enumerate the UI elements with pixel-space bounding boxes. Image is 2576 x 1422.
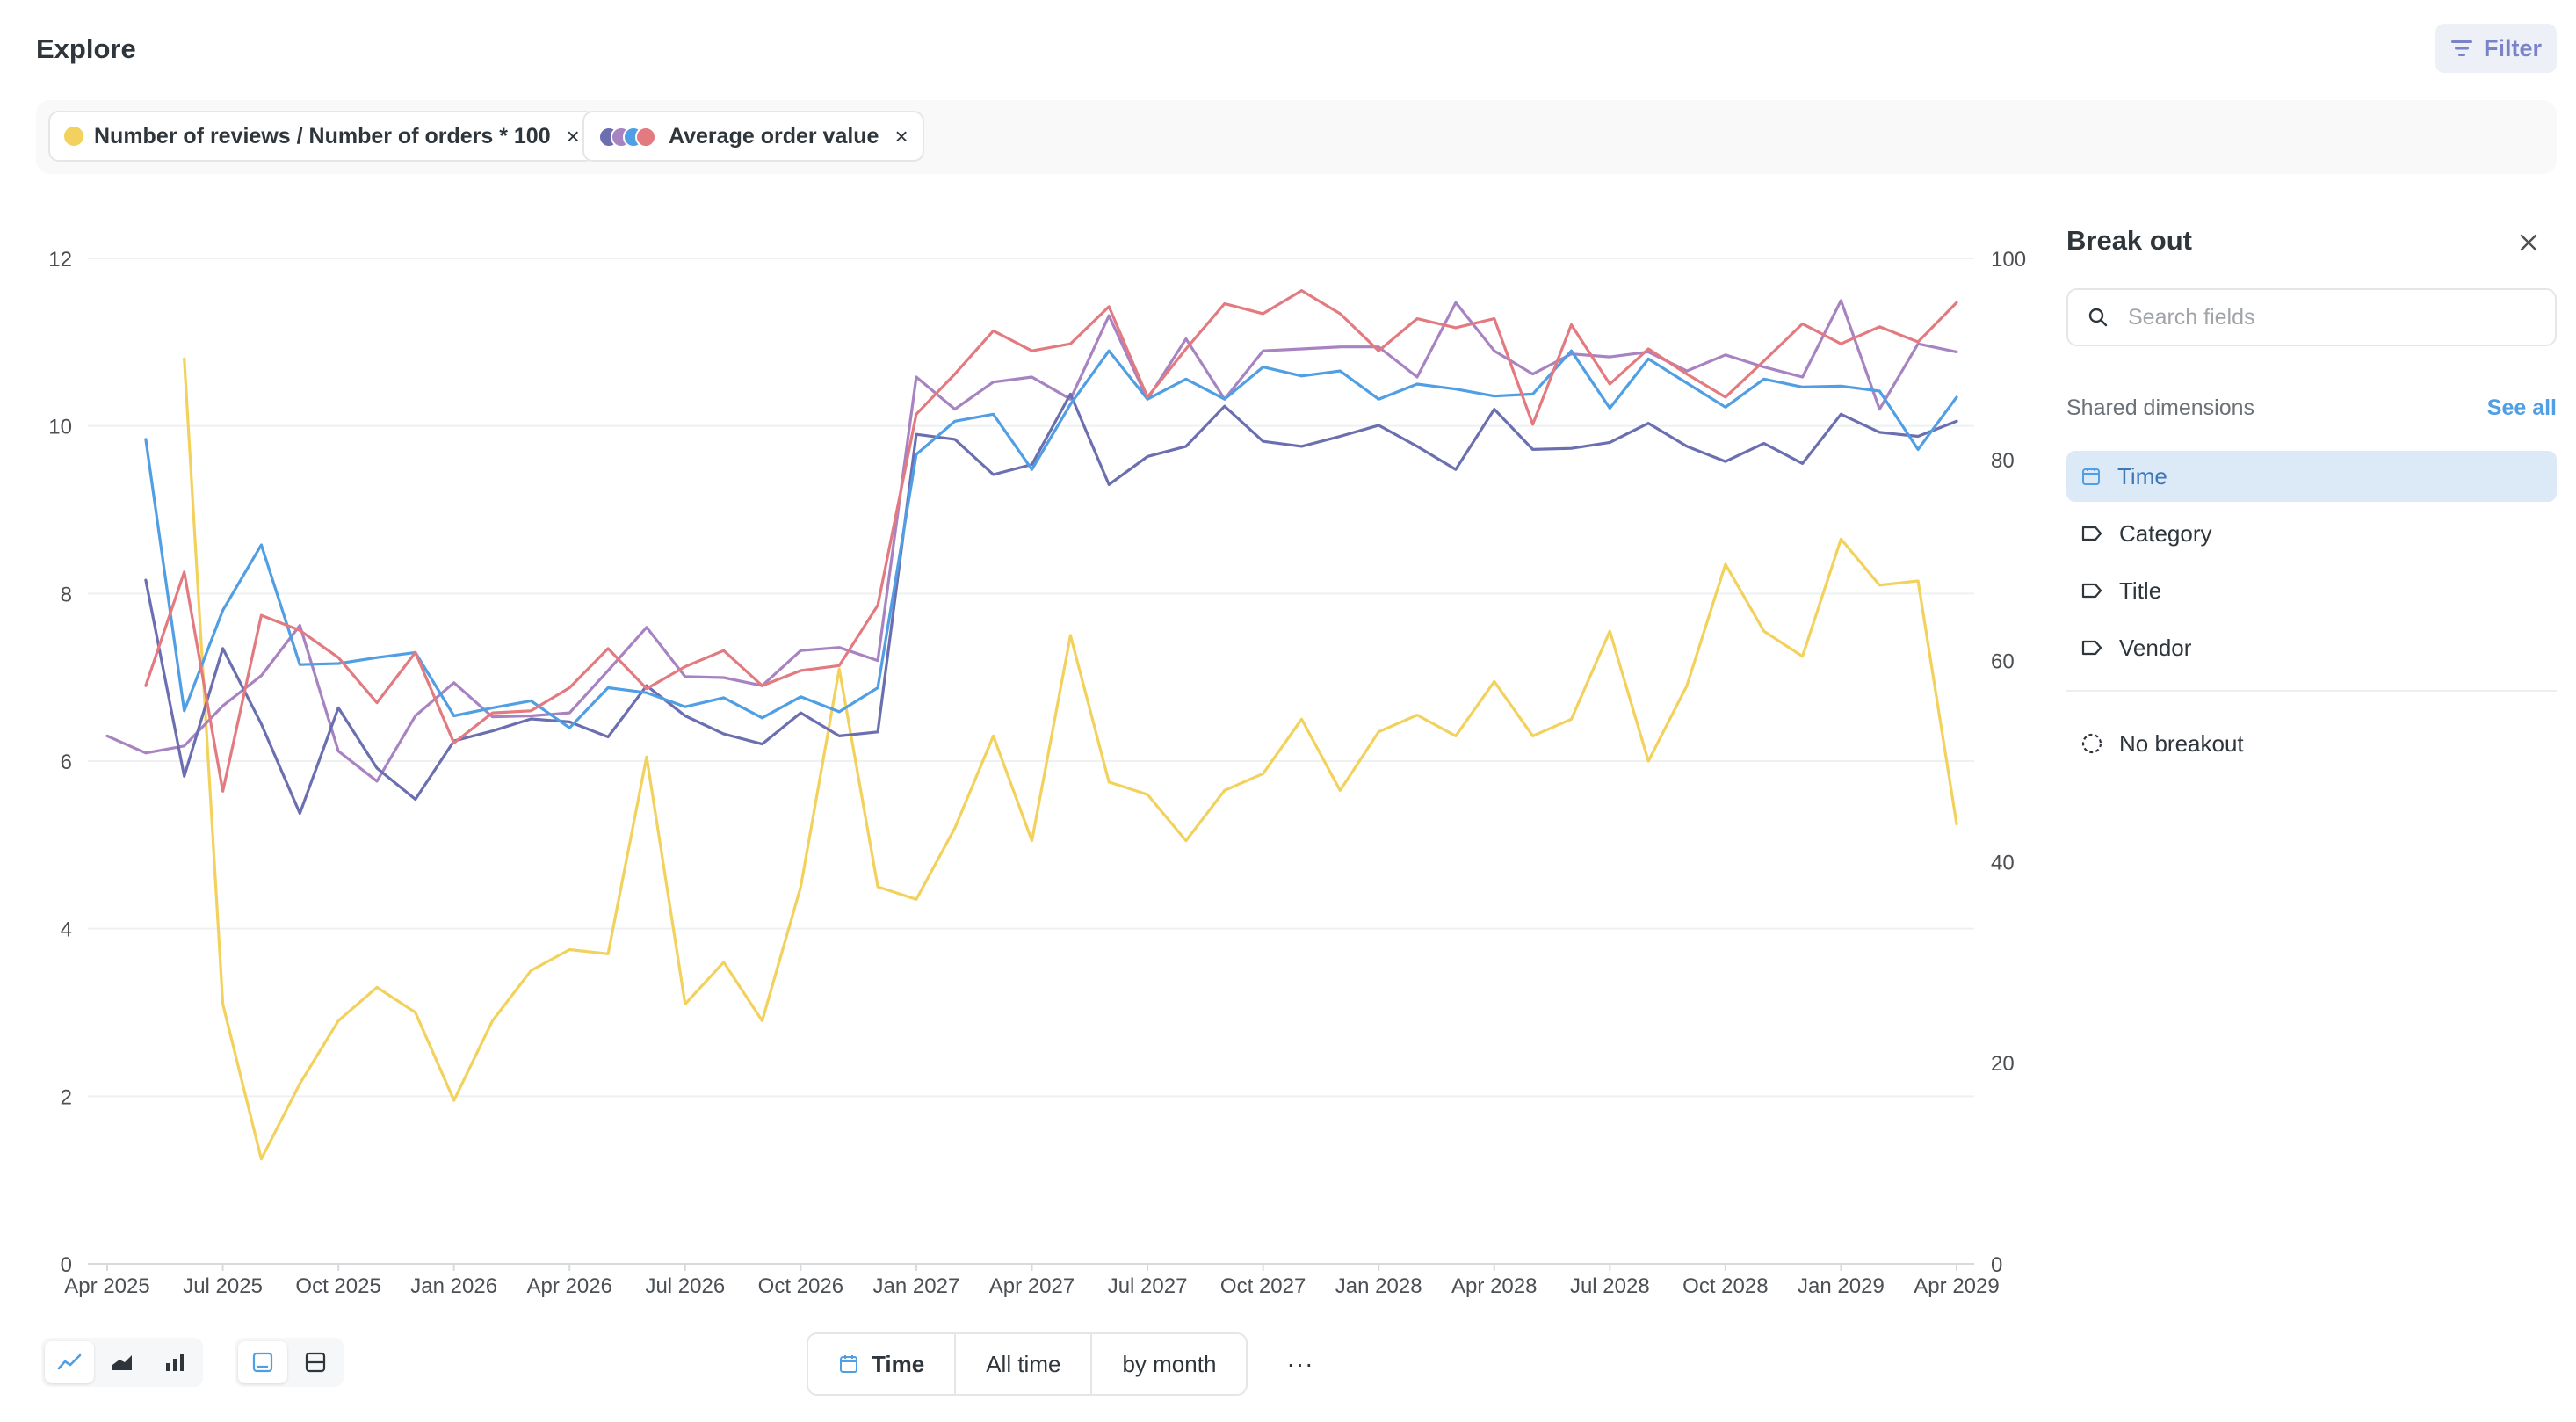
sidebar-divider (2066, 690, 2557, 692)
y-left-tick-label: 10 (48, 416, 72, 439)
display-toggles (41, 1338, 344, 1387)
series-line-1[interactable] (183, 357, 1958, 1161)
filter-button[interactable]: Filter (2435, 24, 2557, 73)
date-range-button[interactable]: All time (956, 1334, 1093, 1394)
series-pill-label: Average order value (669, 123, 879, 149)
dimension-item-category[interactable]: Category (2066, 508, 2557, 559)
line-chart: 0 2 4 6 8 10 12 0 20 40 60 80 100 Apr 2025 Jul 2025 Oct… (48, 248, 2026, 1298)
x-tick-label: Jan 2026 (410, 1274, 497, 1298)
y-right-tick-label: 80 (1991, 449, 2015, 473)
search-field-box (2066, 288, 2557, 346)
series-pill-average-order-value[interactable]: Average order value × (582, 111, 924, 162)
x-tick-label: Oct 2026 (758, 1274, 843, 1298)
time-controls: Time All time by month (807, 1332, 1248, 1396)
line-chart-icon (57, 1353, 82, 1370)
close-sidebar-button[interactable] (2513, 227, 2544, 258)
dimension-item-vendor[interactable]: Vendor (2066, 622, 2557, 673)
dimension-label: Time (2117, 462, 2167, 490)
dimension-label: Title (2119, 577, 2162, 604)
chart-axes: 0 2 4 6 8 10 12 0 20 40 60 80 100 Apr 2025 Jul 2025 Oct… (48, 248, 2026, 1298)
chart-series (105, 289, 1958, 1161)
line-chart-button[interactable] (45, 1341, 94, 1383)
x-tick-label: Jan 2027 (873, 1274, 960, 1298)
search-fields-input[interactable] (2128, 304, 2514, 330)
x-tick-label: Jan 2028 (1335, 1274, 1422, 1298)
search-icon (2088, 308, 2108, 327)
x-tick-label: Apr 2028 (1451, 1274, 1537, 1298)
dimension-label: Vendor (2119, 634, 2192, 661)
remove-series-icon[interactable]: × (894, 122, 908, 149)
y-right-tick-label: 20 (1991, 1052, 2015, 1076)
filter-icon (2450, 40, 2472, 56)
x-tick-label: Jul 2027 (1108, 1274, 1188, 1298)
no-breakout-label: No breakout (2119, 729, 2244, 757)
tag-icon (2081, 583, 2102, 599)
x-tick-label: Apr 2027 (989, 1274, 1075, 1298)
x-tick-label: Jul 2025 (183, 1274, 263, 1298)
remove-series-icon[interactable]: × (566, 122, 580, 149)
series-pill-label: Number of reviews / Number of orders * 1… (94, 123, 551, 149)
shared-dimensions-label: Shared dimensions (2066, 395, 2255, 420)
series-color-dots (598, 126, 658, 148)
series-line-2[interactable] (105, 299, 1958, 783)
area-chart-icon (112, 1355, 132, 1370)
sidebar-title: Break out (2066, 225, 2192, 256)
single-panel-button[interactable] (238, 1341, 287, 1383)
x-tick-label: Oct 2028 (1682, 1274, 1768, 1298)
x-tick-label: Apr 2026 (527, 1274, 612, 1298)
see-all-link[interactable]: See all (2486, 395, 2557, 420)
no-breakout-item[interactable]: No breakout (2066, 718, 2557, 769)
series-line-4[interactable] (144, 349, 1958, 729)
close-icon (2520, 234, 2537, 251)
x-tick-label: Oct 2025 (295, 1274, 380, 1298)
split-panel-icon (305, 1352, 326, 1373)
dashed-circle-icon (2081, 733, 2102, 754)
bar-chart-icon (166, 1354, 184, 1371)
x-tick-label: Jul 2026 (645, 1274, 725, 1298)
time-dimension-button[interactable]: Time (808, 1334, 957, 1394)
dimension-item-title[interactable]: Title (2066, 565, 2557, 616)
x-tick-label: Jan 2029 (1798, 1274, 1885, 1298)
dimension-label: Category (2119, 519, 2212, 547)
y-left-tick-label: 6 (61, 751, 72, 774)
y-left-tick-label: 12 (48, 248, 72, 272)
y-left-tick-label: 4 (61, 918, 72, 942)
y-left-tick-label: 0 (61, 1253, 72, 1277)
calendar-icon (840, 1355, 857, 1373)
dimension-item-time[interactable]: Time (2066, 451, 2557, 502)
chart-type-switcher (41, 1338, 203, 1387)
bar-chart-button[interactable] (150, 1341, 199, 1383)
split-panel-button[interactable] (291, 1341, 340, 1383)
y-right-tick-label: 60 (1991, 650, 2015, 674)
granularity-button[interactable]: by month (1122, 1350, 1217, 1377)
more-options-button[interactable]: ··· (1286, 1350, 1314, 1377)
area-chart-button[interactable] (98, 1341, 147, 1383)
chart-gridlines (88, 258, 1974, 1098)
series-line-3[interactable] (144, 392, 1958, 816)
tag-icon (2081, 640, 2102, 656)
series-line-5[interactable] (144, 289, 1958, 793)
filter-label: Filter (2483, 34, 2542, 62)
y-right-tick-label: 100 (1991, 248, 2026, 272)
time-label: Time (872, 1350, 925, 1377)
x-tick-label: Apr 2025 (64, 1274, 149, 1298)
single-panel-icon (252, 1352, 273, 1373)
series-pill-reviews-ratio[interactable]: Number of reviews / Number of orders * 1… (48, 111, 596, 162)
y-left-tick-label: 8 (61, 583, 72, 606)
series-pill-bar: Number of reviews / Number of orders * 1… (36, 100, 2557, 174)
series-color-dot (64, 127, 83, 146)
calendar-icon (2082, 468, 2100, 485)
x-tick-label: Jul 2028 (1570, 1274, 1650, 1298)
layout-switcher (235, 1338, 344, 1387)
y-right-tick-label: 40 (1991, 851, 2015, 874)
x-tick-label: Apr 2029 (1914, 1274, 1999, 1298)
y-right-tick-label: 0 (1991, 1253, 2002, 1277)
page-title: Explore (36, 33, 136, 64)
tag-icon (2081, 526, 2102, 541)
header: Explore Filter (0, 0, 2576, 98)
y-left-tick-label: 2 (61, 1085, 72, 1109)
x-tick-label: Oct 2027 (1220, 1274, 1306, 1298)
